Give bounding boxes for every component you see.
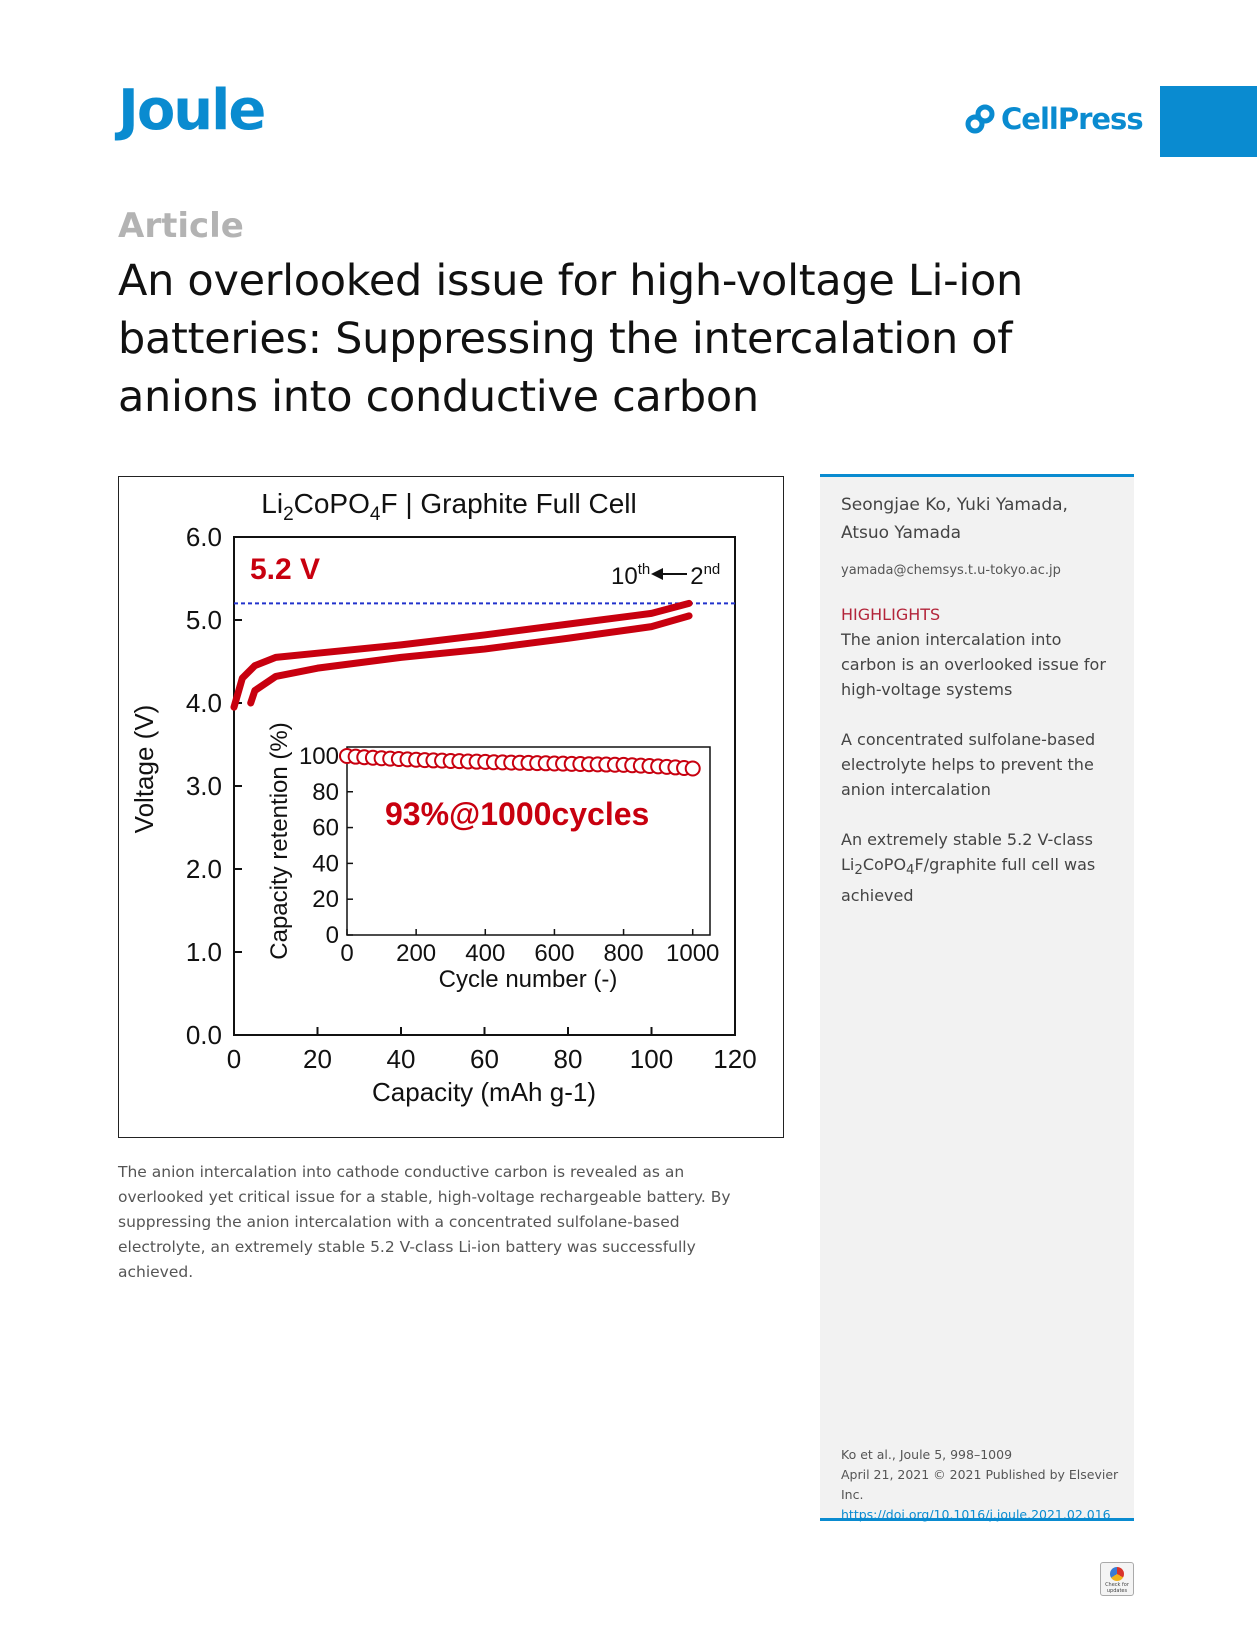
inset-y-tick-label: 20 xyxy=(312,886,339,913)
publisher-name: CellPress xyxy=(1001,102,1144,136)
inset-y-tick-label: 100 xyxy=(299,743,339,770)
series-discharge xyxy=(247,612,693,707)
inset-x-tick-label: 1000 xyxy=(666,940,719,967)
inset-plot-frame xyxy=(346,746,711,936)
article-title: An overlooked issue for high-voltage Li-… xyxy=(118,256,1023,422)
x-axis-label: Capacity (mAh g-1) xyxy=(372,1077,596,1107)
authors: Seongjae Ko, Yuki Yamada, Atsuo Yamada xyxy=(841,495,1068,543)
citation-reference: Ko et al., Joule 5, 998–1009 xyxy=(841,1447,1013,1462)
highlight-item: An extremely stable 5.2 V-class Li2CoPO4… xyxy=(841,830,1096,906)
x-tick-label: 120 xyxy=(713,1044,756,1074)
figure-title: Li2CoPO4F | Graphite Full Cell xyxy=(261,488,636,525)
highlight-item: The anion intercalation into carbon is a… xyxy=(841,630,1106,699)
x-tick-label: 60 xyxy=(470,1044,499,1074)
y-tick-label: 6.0 xyxy=(186,522,222,552)
voltage-capacity-chart: Li2CoPO4F | Graphite Full Cell 0 20 40 60 80… xyxy=(129,488,757,1107)
corner-accent-block xyxy=(1160,86,1257,157)
highlights-heading: HIGHLIGHTS xyxy=(841,605,941,624)
inset-y-tick-label: 40 xyxy=(312,850,339,877)
inset-y-axis-label: Capacity retention (%) xyxy=(266,722,293,959)
inset-x-axis-label: Cycle number (-) xyxy=(439,966,618,993)
cycle-annotation: 10th 2nd xyxy=(611,561,720,590)
figure-caption: The anion intercalation into cathode con… xyxy=(118,1163,731,1281)
cellpress-link-icon xyxy=(965,104,995,134)
retention-point xyxy=(684,760,701,777)
journal-logo: Joule xyxy=(118,78,266,143)
highlights-list: The anion intercalation into carbon is a… xyxy=(841,627,1121,933)
inset-y-tick-label: 60 xyxy=(312,815,339,842)
y-axis-label: Voltage (V) xyxy=(129,705,159,834)
series-charge xyxy=(230,599,693,711)
y-tick-label: 0.0 xyxy=(186,1020,222,1050)
y-tick-label: 2.0 xyxy=(186,854,222,884)
cycle-arrow xyxy=(651,568,687,580)
x-tick-label: 100 xyxy=(630,1044,673,1074)
voltage-label: 5.2 V xyxy=(250,553,320,586)
inset-x-tick-label: 200 xyxy=(396,940,436,967)
inset-x-tick-label: 800 xyxy=(604,940,644,967)
inset-y-tick-label: 80 xyxy=(312,779,339,806)
inset-x-tick-label: 400 xyxy=(465,940,505,967)
x-tick-label: 40 xyxy=(387,1044,416,1074)
corresponding-email-link[interactable]: yamada@chemsys.t.u-tokyo.ac.jp xyxy=(841,563,1061,578)
x-tick-label: 20 xyxy=(303,1044,332,1074)
highlight-item: A concentrated sulfolane-based electroly… xyxy=(841,730,1096,799)
inset-annotation: 93%@1000cycles xyxy=(385,796,649,832)
article-type: Article xyxy=(118,206,244,246)
y-tick-label: 4.0 xyxy=(186,688,222,718)
inset-x-tick-label: 600 xyxy=(534,940,574,967)
y-tick-label: 1.0 xyxy=(186,937,222,967)
article-info-sidebar: Seongjae Ko, Yuki Yamada, Atsuo Yamada y… xyxy=(820,474,1134,1522)
cellpress-logo: CellPress xyxy=(965,102,1144,136)
x-tick-label: 0 xyxy=(227,1044,241,1074)
y-tick-label: 3.0 xyxy=(186,771,222,801)
inset-x-tick-label: 0 xyxy=(340,940,353,967)
citation-date: April 21, 2021 © 2021 Published by Elsev… xyxy=(841,1467,1119,1502)
check-for-updates-badge[interactable]: Check for updates xyxy=(1100,1562,1134,1596)
x-tick-label: 80 xyxy=(554,1044,583,1074)
y-tick-label: 5.0 xyxy=(186,605,222,635)
inset-y-tick-label: 0 xyxy=(326,922,339,949)
doi-link[interactable]: https://doi.org/10.1016/j.joule.2021.02.… xyxy=(841,1507,1111,1522)
check-updates-icon xyxy=(1110,1567,1124,1581)
citation-block: Ko et al., Joule 5, 998–1009 April 21, 2… xyxy=(841,1445,1134,1525)
graphical-abstract: Li2CoPO4F | Graphite Full Cell 0 20 40 60 80… xyxy=(118,476,784,1138)
